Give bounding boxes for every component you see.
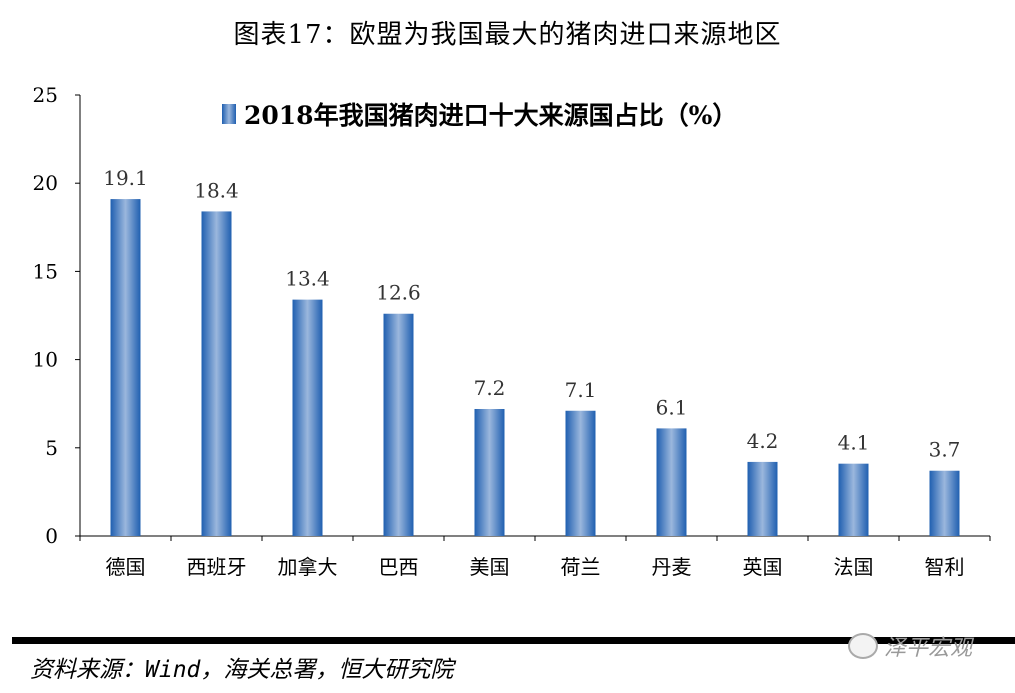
figure-title: 图表17：欧盟为我国最大的猪肉进口来源地区 [233, 20, 782, 50]
y-tick-label: 0 [45, 524, 58, 548]
bar [110, 199, 141, 537]
x-tick-label: 加拿大 [278, 555, 338, 579]
x-tick-label: 美国 [470, 555, 510, 579]
source-note: 资料来源：Wind，海关总署，恒大研究院 [30, 657, 454, 683]
x-tick-label: 西班牙 [187, 555, 247, 579]
bar [656, 428, 687, 536]
y-tick-label: 10 [33, 348, 58, 372]
wechat-icon [848, 633, 878, 659]
x-tick-label: 德国 [106, 555, 146, 579]
x-tick-label: 荷兰 [561, 555, 601, 579]
data-label: 6.1 [656, 395, 688, 419]
data-label: 7.1 [565, 378, 597, 402]
bar [383, 313, 414, 536]
bar [292, 299, 323, 536]
x-tick-label: 巴西 [379, 555, 419, 579]
data-label: 3.7 [929, 438, 961, 462]
bar [474, 408, 505, 536]
bar [565, 410, 596, 536]
bar [201, 211, 232, 536]
data-label: 7.2 [474, 376, 506, 400]
legend-swatch [222, 104, 236, 124]
y-tick-label: 20 [33, 171, 58, 195]
divider [12, 637, 1015, 644]
y-tick-label: 5 [45, 436, 58, 460]
data-label: 18.4 [194, 178, 239, 202]
data-label: 12.6 [376, 281, 421, 305]
bar [838, 463, 869, 536]
chart-title: 2018年我国猪肉进口十大来源国占比（%） [244, 101, 737, 130]
watermark-text: 泽平宏观 [884, 636, 973, 661]
bar [929, 470, 960, 536]
data-label: 13.4 [285, 267, 330, 291]
bar [747, 461, 778, 536]
watermark: 泽平宏观 [848, 630, 972, 662]
data-label: 19.1 [103, 166, 148, 190]
x-tick-label: 法国 [834, 555, 874, 579]
x-tick-label: 英国 [743, 555, 783, 579]
x-tick-label: 丹麦 [652, 555, 692, 579]
x-tick-label: 智利 [925, 555, 965, 579]
y-tick-label: 25 [33, 83, 58, 107]
data-label: 4.1 [838, 431, 870, 455]
data-label: 4.2 [747, 429, 779, 453]
y-tick-label: 15 [33, 259, 58, 283]
